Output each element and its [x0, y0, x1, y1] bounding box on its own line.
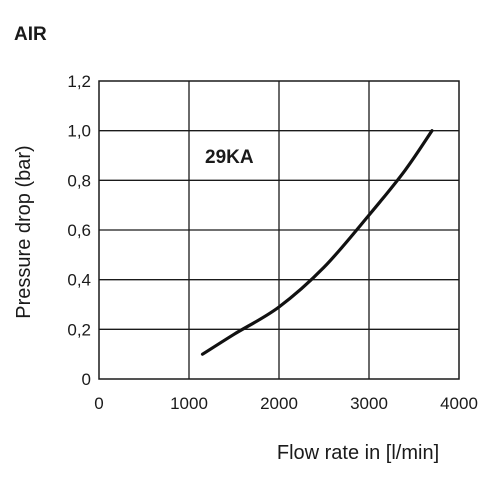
chart-title: AIR [14, 24, 47, 45]
series-lines [200, 129, 434, 356]
tick-labels: 0 1000 2000 3000 4000 0 0,2 0,4 0,6 0,8 1,0 1,2 [67, 72, 478, 413]
plot-frame [98, 80, 460, 380]
y-axis-label: Pressure drop (bar) [13, 145, 35, 318]
x-tick-label: 3000 [350, 394, 388, 413]
y-tick-label: 0,8 [67, 171, 91, 190]
y-tick-label: 1,0 [67, 122, 91, 141]
y-tick-label: 0,6 [67, 221, 91, 240]
y-tick-label: 0 [82, 370, 91, 389]
y-tick-label: 0,4 [67, 271, 91, 290]
x-axis-label: Flow rate in [l/min] [277, 442, 439, 464]
x-tick-label: 4000 [440, 394, 478, 413]
x-tick-label: 2000 [260, 394, 298, 413]
y-tick-label: 0,2 [67, 320, 91, 339]
y-tick-label: 1,2 [67, 72, 91, 91]
series-label-29ka: 29KA [205, 147, 254, 168]
x-tick-label: 1000 [170, 394, 208, 413]
series-line-0 [200, 129, 434, 356]
grid-lines [99, 81, 459, 379]
x-tick-label: 0 [94, 394, 103, 413]
